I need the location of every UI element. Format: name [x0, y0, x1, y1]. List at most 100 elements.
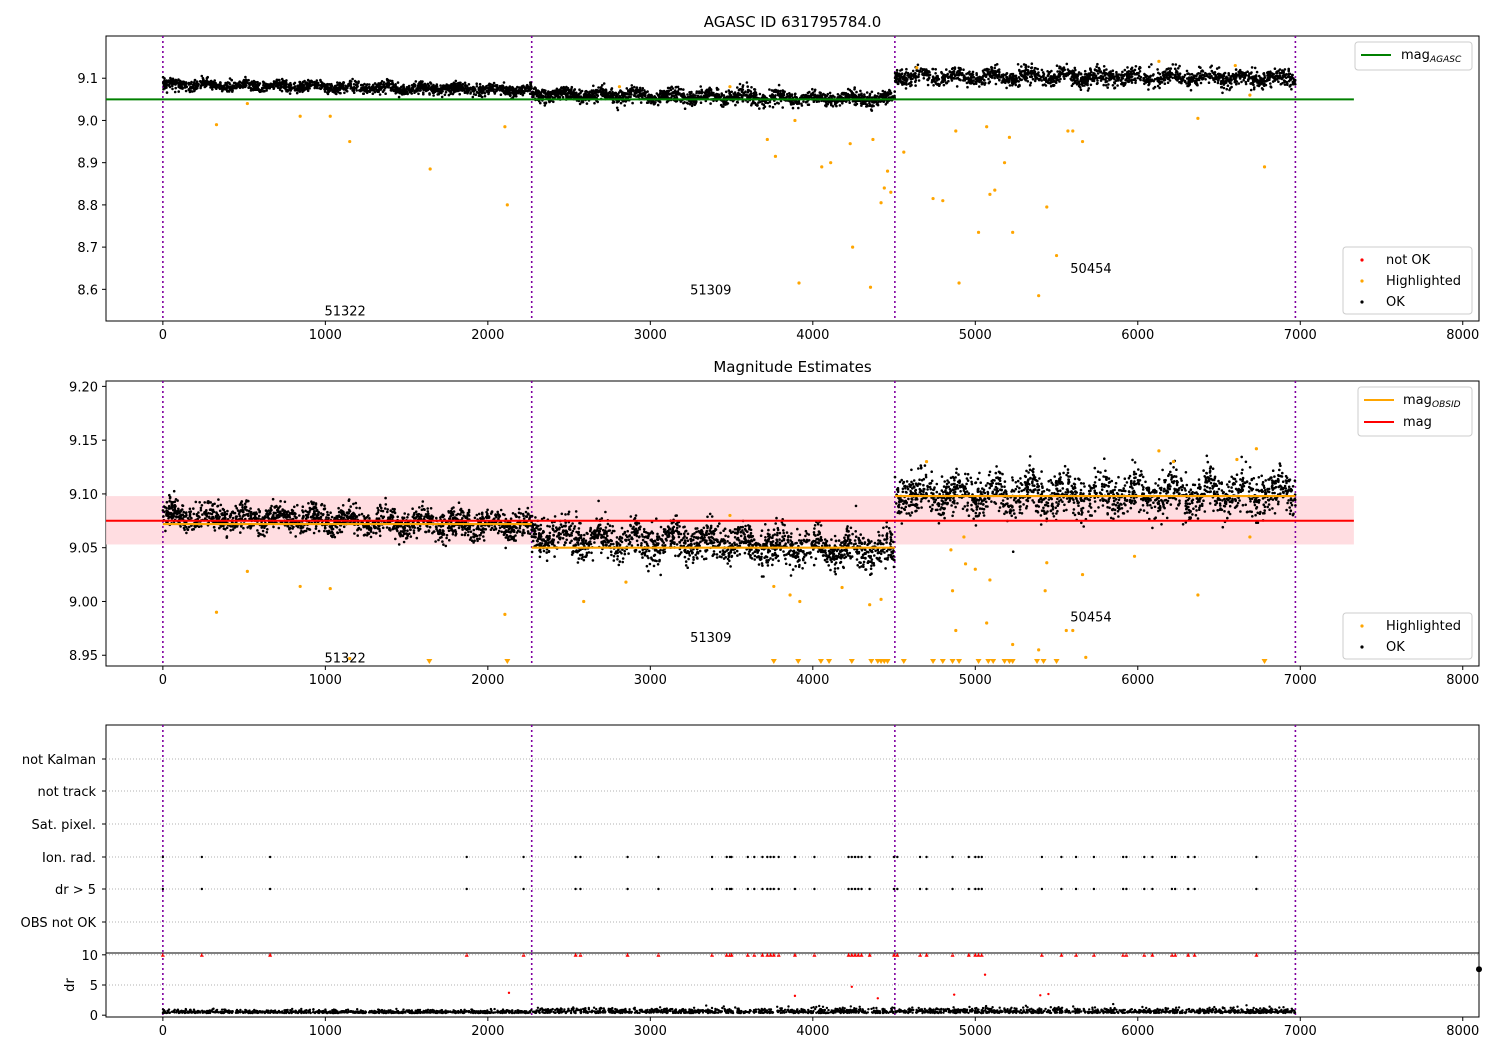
ok-point	[1128, 73, 1132, 76]
ok-point	[988, 74, 992, 78]
ok-point	[481, 85, 485, 88]
ok-point	[735, 100, 739, 104]
ok-point	[1183, 73, 1187, 77]
ok-point	[1073, 66, 1077, 70]
ok-point	[1250, 82, 1253, 85]
ok-point	[256, 80, 259, 84]
ok-point	[349, 85, 353, 88]
obsid-label: 50454	[1070, 262, 1111, 277]
ok-point	[974, 80, 977, 84]
ok-point	[373, 82, 377, 85]
ok-point	[1186, 84, 1189, 88]
ok-point	[848, 88, 852, 92]
ok-point	[174, 78, 178, 82]
ok-point	[815, 100, 819, 103]
ok-point	[198, 501, 201, 504]
highlighted-point	[348, 139, 352, 144]
ok-point	[833, 100, 837, 104]
ok-point	[1102, 83, 1105, 87]
ok-point	[610, 87, 614, 90]
ok-point	[972, 79, 975, 82]
ok-point	[1242, 78, 1245, 82]
ok-point	[1138, 70, 1142, 73]
ok-point	[873, 95, 876, 99]
ok-point	[1217, 79, 1220, 82]
ok-point	[1087, 87, 1091, 90]
ok-point	[1126, 66, 1129, 69]
ok-point	[931, 75, 935, 78]
ok-point	[665, 94, 669, 98]
ok-point	[1018, 84, 1021, 88]
ok-point	[534, 92, 538, 96]
ok-point	[900, 72, 904, 75]
ok-point	[1121, 82, 1125, 85]
ok-point	[336, 83, 339, 87]
ok-point	[1036, 73, 1040, 77]
ok-point	[596, 94, 600, 97]
highlighted-point	[505, 203, 509, 207]
ok-point	[980, 82, 984, 86]
ok-point	[863, 93, 866, 96]
ok-point	[596, 100, 599, 104]
ok-point	[238, 81, 241, 84]
ok-point	[1057, 75, 1060, 79]
ok-point	[184, 89, 188, 93]
ok-point	[910, 83, 913, 87]
ok-point	[602, 91, 605, 94]
ok-point	[1107, 74, 1110, 77]
ok-point	[677, 87, 681, 91]
ok-point	[771, 93, 774, 96]
ok-point	[1093, 74, 1096, 77]
ok-point	[265, 89, 268, 92]
ok-point	[1027, 69, 1030, 73]
ok-point	[783, 90, 786, 93]
ok-point	[1180, 81, 1183, 85]
ok-point	[359, 88, 363, 91]
ok-point	[1134, 81, 1137, 85]
ok-point	[898, 72, 901, 76]
ok-point	[1174, 63, 1178, 66]
ok-point	[1291, 73, 1294, 77]
ok-point	[556, 88, 559, 92]
ok-point	[1210, 69, 1214, 73]
ok-point	[521, 93, 525, 97]
ok-point	[629, 95, 632, 99]
ok-point	[914, 84, 917, 87]
ok-point	[1281, 69, 1284, 72]
ok-point	[555, 91, 559, 94]
ok-point	[1152, 87, 1155, 90]
ok-point	[1031, 77, 1035, 81]
y-tick-label: 9.1	[77, 72, 98, 87]
ok-point	[639, 101, 643, 104]
ok-point	[619, 101, 623, 105]
ok-point	[758, 92, 762, 96]
ok-point	[664, 90, 667, 94]
ok-point	[991, 71, 995, 74]
ok-point	[667, 89, 671, 93]
ok-point	[918, 69, 922, 73]
ok-point	[1207, 81, 1211, 84]
ok-point	[882, 93, 885, 97]
ok-point	[380, 80, 384, 83]
ok-point	[270, 85, 274, 88]
y-tick-label: 8.6	[77, 283, 98, 298]
ok-point	[1035, 76, 1038, 79]
ok-point	[855, 102, 859, 106]
ok-point	[1030, 66, 1033, 70]
ok-point	[1232, 77, 1236, 80]
ok-point	[277, 79, 281, 82]
ok-point	[893, 90, 896, 93]
ok-point	[565, 92, 569, 95]
ok-point	[1018, 72, 1022, 75]
ok-point	[171, 84, 174, 88]
ok-point	[591, 92, 595, 96]
ok-point	[746, 100, 749, 104]
ok-point	[1250, 66, 1254, 69]
ok-point	[407, 88, 410, 91]
ok-point	[689, 101, 692, 105]
highlighted-point	[954, 129, 958, 133]
ok-point	[1217, 66, 1221, 69]
ok-point	[197, 83, 200, 86]
ok-point	[1111, 75, 1114, 79]
ok-point	[1030, 75, 1034, 78]
